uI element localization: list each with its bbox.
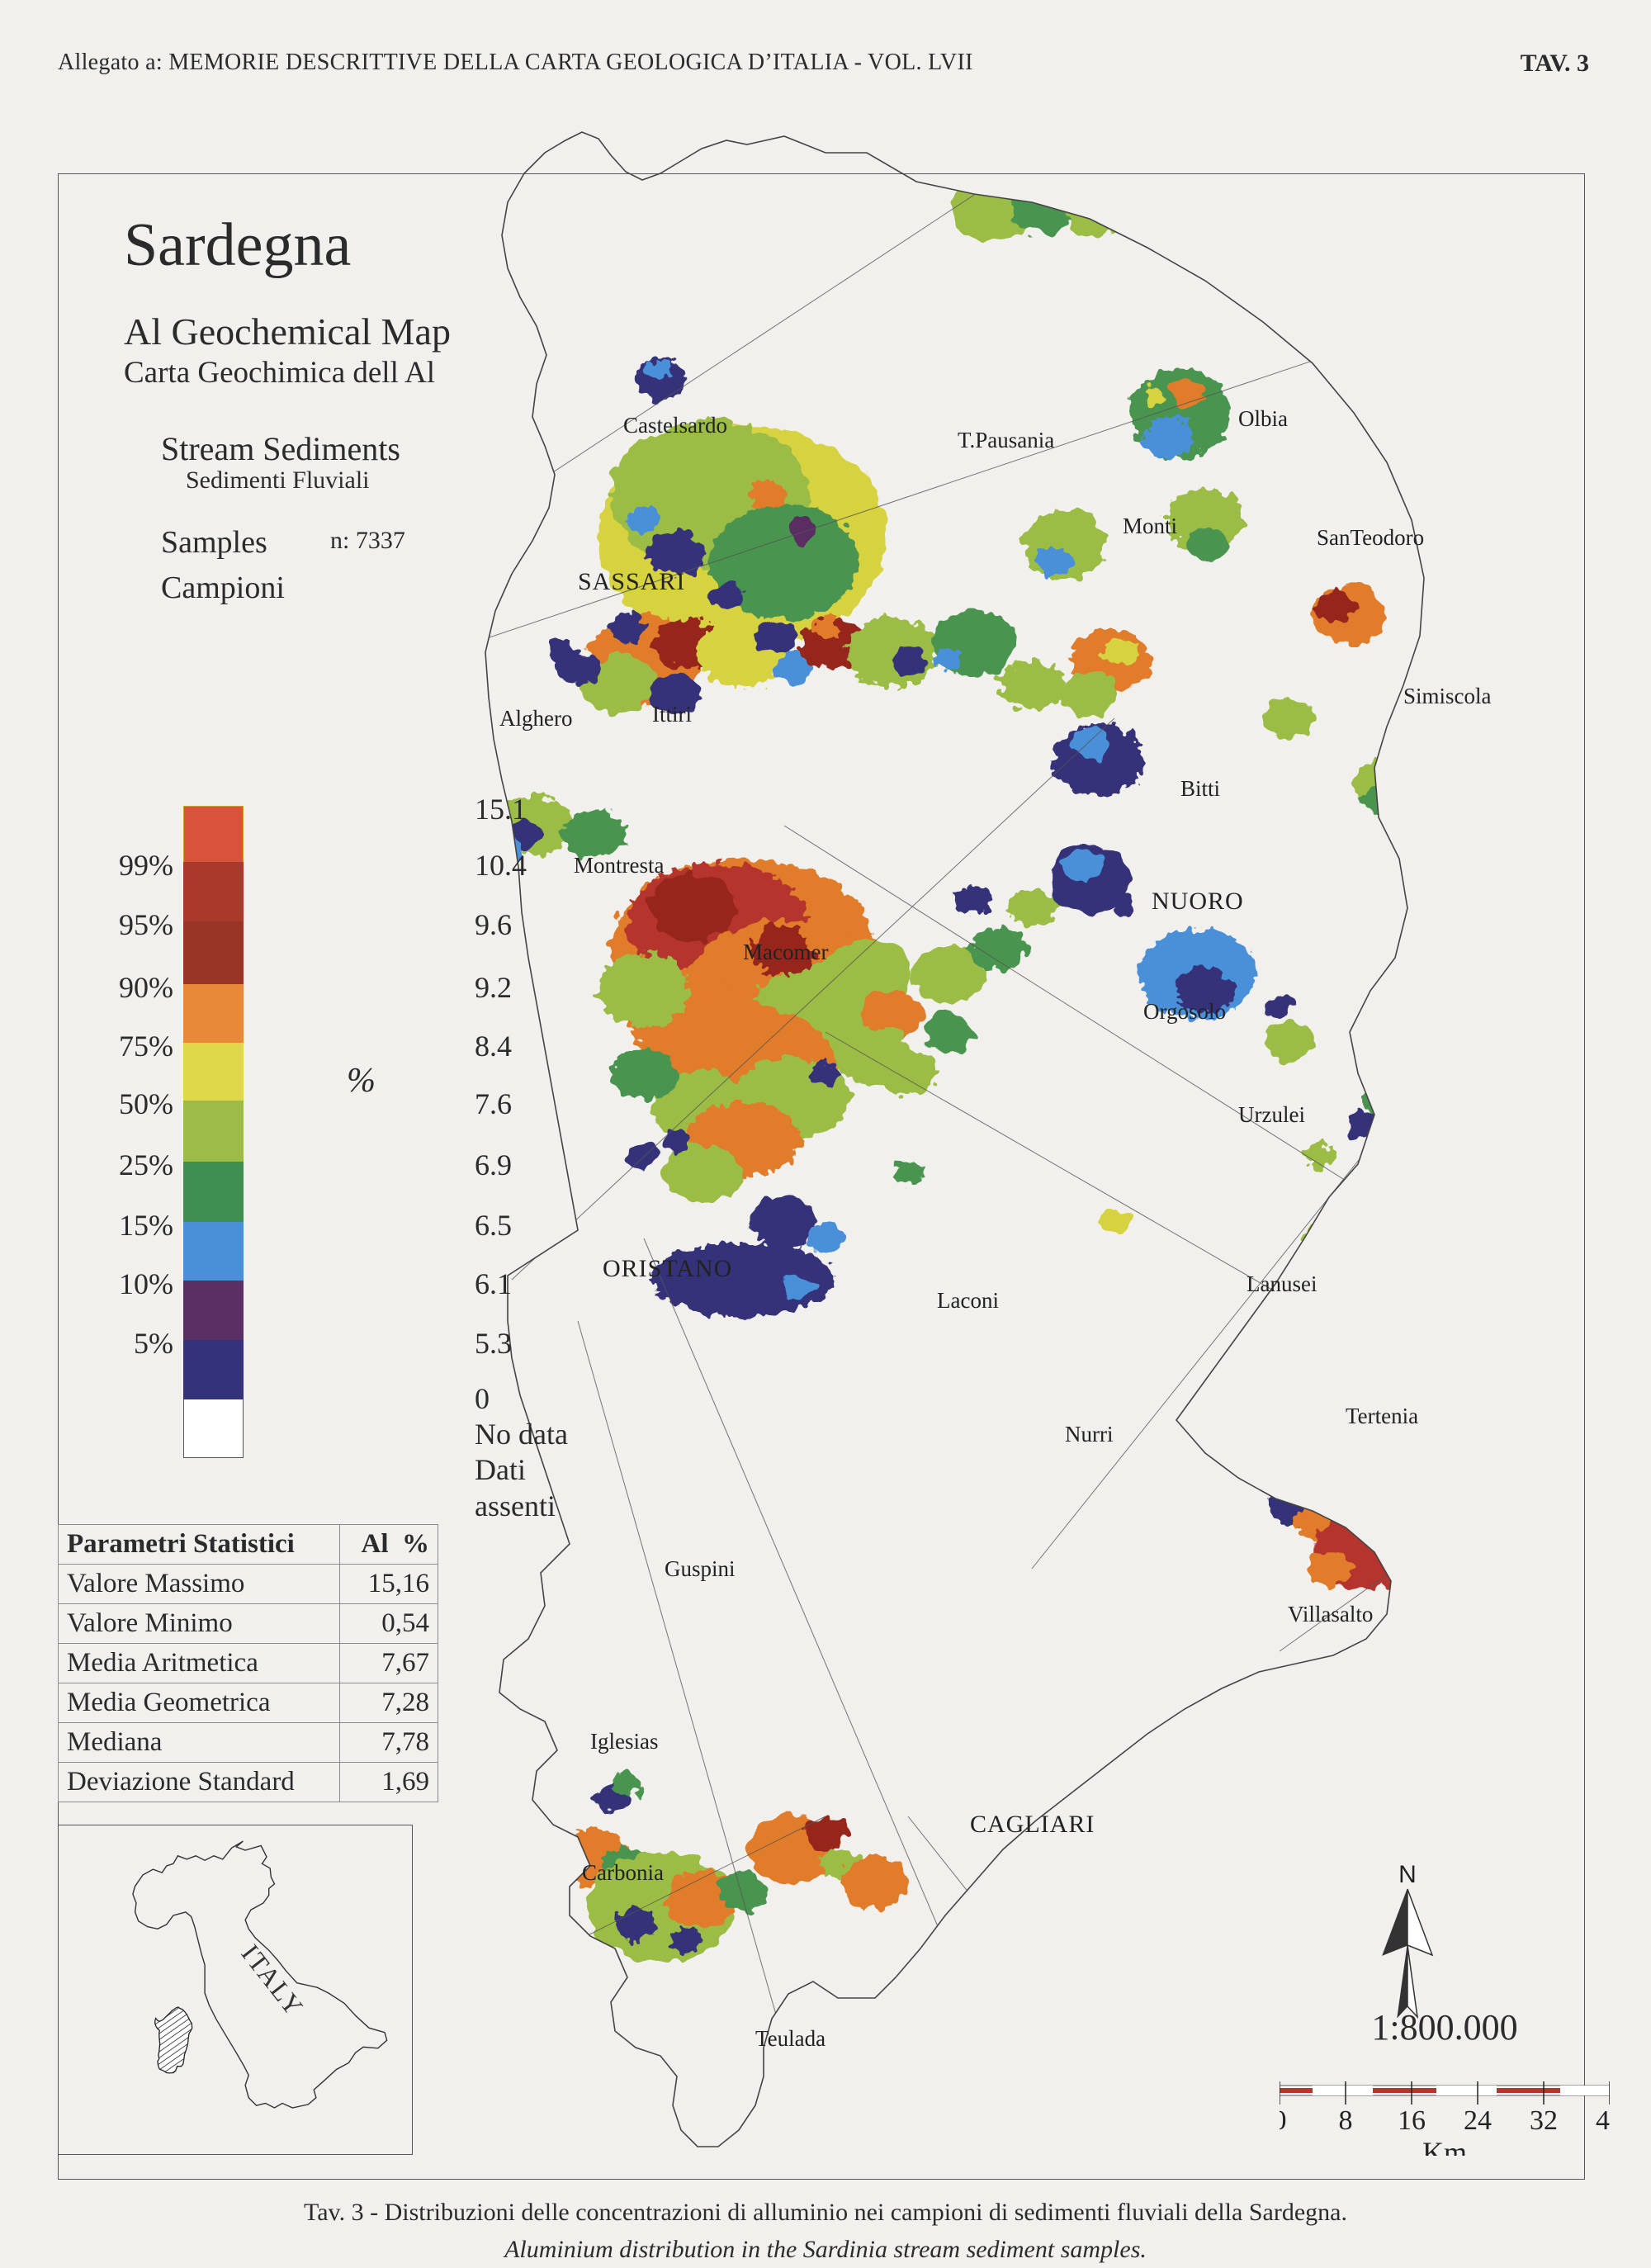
svg-text:8: 8 [1339, 2105, 1353, 2136]
svg-text:Km: Km [1422, 2136, 1467, 2156]
svg-text:0: 0 [1280, 2105, 1287, 2136]
svg-text:N: N [1398, 1864, 1417, 1888]
svg-text:16: 16 [1398, 2105, 1426, 2136]
svg-text:ITALY: ITALY [235, 1939, 310, 2022]
svg-text:40: 40 [1596, 2105, 1610, 2136]
svg-text:24: 24 [1464, 2105, 1492, 2136]
svg-text:32: 32 [1530, 2105, 1558, 2136]
